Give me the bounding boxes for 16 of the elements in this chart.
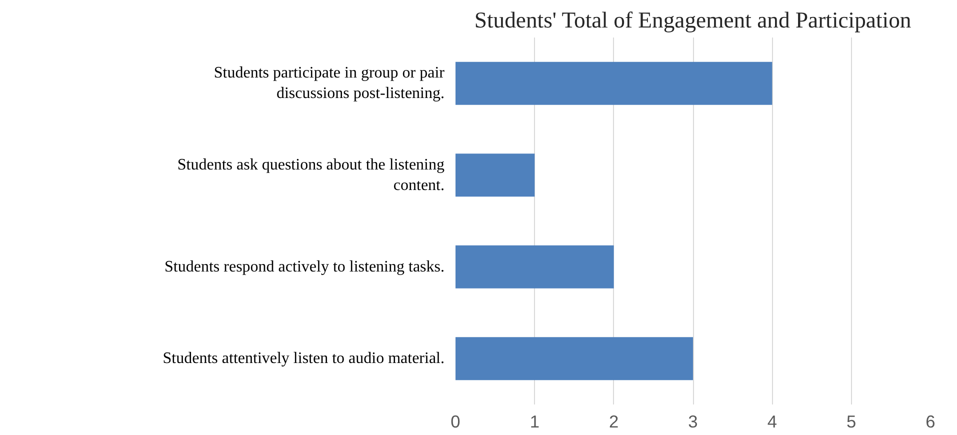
x-tick-label: 3 bbox=[688, 412, 698, 432]
x-tick-label: 0 bbox=[450, 412, 460, 432]
chart-title: Students' Total of Engagement and Participation bbox=[474, 8, 912, 32]
x-tick-label: 4 bbox=[767, 412, 778, 432]
bar bbox=[456, 62, 772, 105]
x-tick-label: 2 bbox=[609, 412, 619, 432]
bar bbox=[456, 154, 535, 197]
y-tick-label: Students respond actively to listening tasks. bbox=[164, 258, 444, 276]
y-tick-label: Students ask questions about the listening content. bbox=[177, 156, 444, 194]
x-tick-label: 6 bbox=[926, 412, 936, 432]
bar bbox=[456, 245, 614, 288]
bar bbox=[456, 337, 693, 380]
x-tick-label: 5 bbox=[846, 412, 856, 432]
y-tick-label: Students attentively listen to audio material. bbox=[162, 350, 444, 368]
y-tick-label: Students participate in group or pair discussions post-listening. bbox=[214, 64, 446, 102]
x-tick-label: 1 bbox=[530, 412, 540, 432]
